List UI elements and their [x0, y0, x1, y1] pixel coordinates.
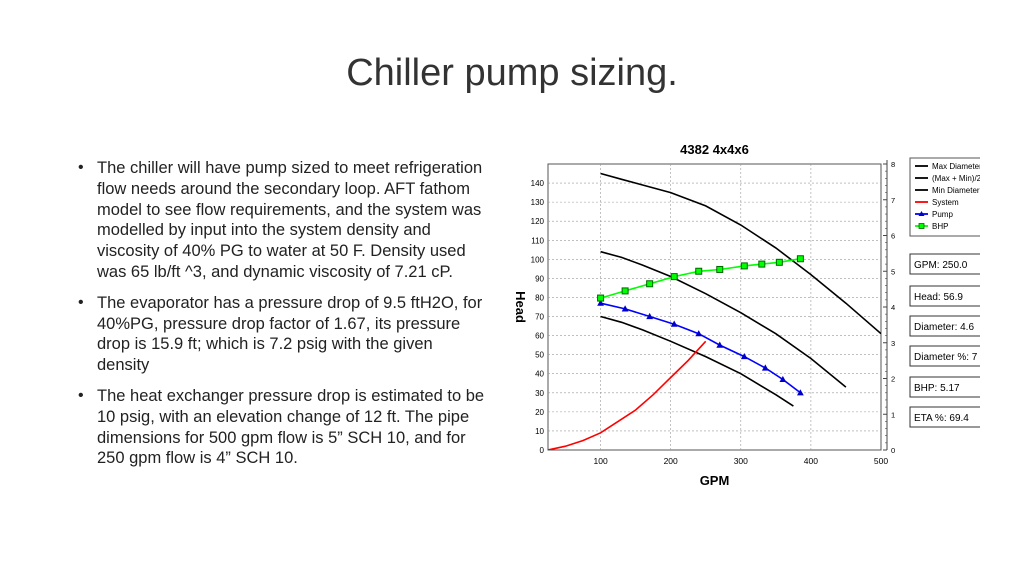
y-tick-label: 50 — [535, 351, 544, 360]
bhp-point — [758, 260, 766, 268]
readout-text: GPM: 250.0 — [914, 260, 968, 271]
legend-label: Max Diameter — [932, 162, 980, 171]
readout-box — [909, 345, 980, 367]
legend-label: BHP — [932, 222, 948, 231]
y-tick-label: 40 — [535, 370, 544, 379]
slide-title: Chiller pump sizing. — [346, 52, 678, 94]
x-tick-label: 200 — [664, 456, 678, 466]
readout-text: Head: 56.9 — [914, 292, 963, 303]
readout-box — [909, 285, 980, 307]
readout-text: Diameter: 4.6 — [914, 322, 974, 333]
readout-box — [909, 253, 980, 275]
bhp-point — [670, 273, 678, 281]
bhp-point — [716, 265, 724, 273]
pump-point — [695, 330, 703, 337]
y2-tick-label: 6 — [891, 232, 895, 241]
y-tick-label: 110 — [531, 236, 544, 245]
y-tick-label: 70 — [535, 313, 544, 322]
legend-label: Pump — [932, 210, 953, 219]
pump-point — [761, 364, 769, 371]
bhp-point — [796, 255, 804, 263]
x-axis-label: GPM — [700, 473, 730, 488]
pump-point — [796, 389, 804, 396]
y2-tick-label: 0 — [891, 446, 895, 455]
pump-point — [716, 341, 724, 348]
legend-marker — [918, 211, 925, 216]
series-line-max-diameter — [600, 172, 881, 335]
bhp-point — [775, 258, 783, 266]
x-tick-label: 500 — [874, 456, 888, 466]
series-line-pump — [600, 302, 801, 394]
y-tick-label: 100 — [531, 255, 545, 264]
bullet-list: The chiller will have pump sized to meet… — [78, 158, 488, 479]
chart-title: 4382 4x4x6 — [680, 142, 749, 157]
bhp-point — [597, 294, 605, 302]
y2-tick-label: 4 — [891, 303, 895, 312]
legend-box — [909, 157, 980, 237]
bullet-item: The evaporator has a pressure drop of 9.… — [78, 293, 488, 376]
x-tick-label: 100 — [593, 456, 607, 466]
y2-tick-label: 8 — [891, 160, 895, 169]
series-line-system — [548, 340, 707, 450]
y-tick-label: 130 — [531, 198, 545, 207]
y-tick-label: 60 — [535, 332, 544, 341]
legend-label: (Max + Min)/2 — [932, 174, 980, 183]
y-tick-label: 0 — [540, 446, 545, 455]
pump-point — [621, 305, 629, 312]
legend-label: System — [932, 198, 959, 207]
y2-tick-label: 3 — [891, 339, 895, 348]
pump-point — [779, 375, 787, 383]
bullet-item: The chiller will have pump sized to meet… — [78, 158, 488, 283]
readout-box — [909, 406, 980, 428]
readout-text: ETA %: 69.4 — [914, 413, 969, 424]
pump-point — [646, 312, 654, 320]
x-tick-label: 400 — [804, 456, 818, 466]
bhp-point — [621, 287, 629, 295]
readout-box — [909, 376, 980, 398]
y2-tick-label: 5 — [891, 267, 895, 276]
bhp-point — [740, 262, 748, 270]
plot-area — [547, 163, 882, 451]
y-tick-label: 10 — [535, 427, 544, 436]
y-axis-label: Head — [513, 291, 528, 323]
legend-marker — [918, 223, 925, 229]
pump-point — [597, 299, 604, 306]
pump-point — [670, 320, 678, 327]
y2-tick-label: 2 — [891, 375, 895, 384]
legend-label: Min Diameter — [932, 186, 980, 195]
bhp-point — [695, 267, 703, 275]
series-line-min-diameter — [600, 315, 794, 407]
readout-box — [909, 315, 980, 337]
y-tick-label: 80 — [535, 293, 544, 302]
bullet-item: The heat exchanger pressure drop is esti… — [78, 386, 488, 469]
series-line-bhp — [600, 257, 801, 299]
bhp-point — [646, 280, 654, 288]
y-tick-label: 140 — [531, 179, 545, 188]
y-tick-label: 90 — [535, 274, 544, 283]
y-tick-label: 120 — [531, 217, 545, 226]
series-line-max-min-2 — [600, 250, 847, 388]
y2-tick-label: 7 — [891, 196, 895, 205]
y-tick-label: 20 — [535, 408, 544, 417]
readout-text: BHP: 5.17 — [914, 383, 960, 394]
y2-tick-label: 1 — [891, 410, 895, 419]
pump-point — [740, 352, 748, 360]
readout-text: Diameter %: 7 — [914, 352, 978, 363]
x-tick-label: 300 — [734, 456, 748, 466]
y-tick-label: 30 — [535, 389, 544, 398]
